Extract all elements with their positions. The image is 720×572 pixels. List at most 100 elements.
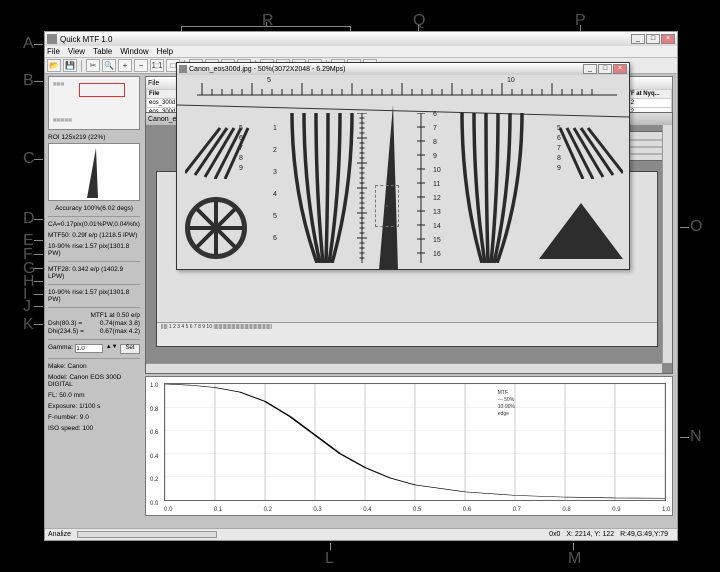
x-tick-label: 0.9 bbox=[612, 507, 620, 513]
roi-preview[interactable] bbox=[48, 143, 140, 201]
tick bbox=[266, 22, 267, 26]
num: 2 bbox=[273, 147, 277, 154]
fan-mid bbox=[287, 113, 357, 263]
graph-legend: MTF --- 50% 10-90% edge bbox=[498, 390, 515, 418]
gamma-stepper[interactable]: ▲▼ bbox=[106, 344, 118, 354]
overlay-body[interactable]: 5 10 5 6 7 8 9 1 2 3 4 5 6 bbox=[177, 75, 629, 269]
meta-fnumber: F-number: 9.0 bbox=[48, 414, 140, 421]
num: 13 bbox=[433, 209, 441, 216]
top-scale-5: 5 bbox=[267, 77, 271, 84]
x-tick-label: 0.1 bbox=[214, 507, 222, 513]
overlay-title-text: Canon_eos300d.jpg - 50%(3072X2048 - 6.29… bbox=[189, 66, 345, 73]
tick bbox=[680, 227, 689, 228]
doc-icon bbox=[179, 65, 187, 73]
separator bbox=[48, 216, 140, 217]
tick bbox=[680, 437, 689, 438]
num: 9 bbox=[239, 165, 243, 172]
num: 16 bbox=[433, 251, 441, 258]
meta-exposure: Exposure: 1/100 s bbox=[48, 403, 140, 410]
menu-file[interactable]: File bbox=[47, 47, 60, 56]
num: 9 bbox=[433, 153, 437, 160]
tool-cut[interactable]: ✂ bbox=[86, 59, 100, 72]
mtf-graph[interactable]: MTF --- 50% 10-90% edge bbox=[164, 383, 666, 501]
x-tick-label: 0.4 bbox=[363, 507, 371, 513]
accuracy-label: Accuracy 100%(6.02 degs) bbox=[48, 205, 140, 212]
app-title: Quick MTF 1.0 bbox=[60, 35, 112, 44]
tick bbox=[34, 268, 43, 269]
menu-table[interactable]: Table bbox=[93, 47, 112, 56]
meta-iso: ISO speed: 100 bbox=[48, 425, 140, 432]
num: 14 bbox=[433, 223, 441, 230]
mid-ruler bbox=[355, 113, 369, 263]
image-hscrollbar[interactable] bbox=[146, 363, 662, 373]
label-O: O bbox=[690, 218, 702, 236]
zoom-overlay-window: Canon_eos300d.jpg - 50%(3072X2048 - 6.29… bbox=[176, 62, 630, 270]
status-rgb: R:49,G:49,Y:79 bbox=[620, 531, 668, 538]
top-ruler bbox=[177, 77, 629, 99]
titlebar[interactable]: Quick MTF 1.0 _ □ × bbox=[45, 32, 677, 46]
y-tick-label: 0.4 bbox=[150, 454, 158, 460]
fan-left bbox=[185, 123, 255, 179]
image-vscrollbar[interactable] bbox=[662, 125, 672, 363]
tick bbox=[34, 281, 43, 282]
x-tick-label: 0.7 bbox=[513, 507, 521, 513]
num: 6 bbox=[433, 111, 437, 118]
tool-save[interactable]: 💾 bbox=[63, 59, 77, 72]
label-B: B bbox=[23, 72, 34, 90]
gamma-label: Gamma: bbox=[48, 344, 73, 354]
chart-footer: ||||| 1 2 3 4 5 6 7 8 9 10 |||||||||||||… bbox=[157, 322, 657, 346]
gamma-input[interactable] bbox=[75, 344, 103, 353]
tool-zoomin[interactable]: + bbox=[118, 59, 132, 72]
tick bbox=[34, 81, 43, 82]
overlay-max-button[interactable]: □ bbox=[598, 64, 612, 74]
num: 3 bbox=[273, 169, 277, 176]
close-button[interactable]: × bbox=[661, 34, 675, 44]
overlay-close-button[interactable]: × bbox=[613, 64, 627, 74]
minimize-button[interactable]: _ bbox=[631, 34, 645, 44]
top-scale-10: 10 bbox=[507, 77, 515, 84]
label-D: D bbox=[23, 210, 35, 228]
label-K: K bbox=[23, 316, 34, 334]
separator bbox=[48, 339, 140, 340]
tool-open[interactable]: 📂 bbox=[47, 59, 61, 72]
num: 5 bbox=[557, 125, 561, 132]
num: 7 bbox=[557, 145, 561, 152]
x-tick-label: 0.2 bbox=[264, 507, 272, 513]
pattern: ▦▦▦▦▦ bbox=[53, 117, 72, 122]
gamma-set-button[interactable]: Set bbox=[120, 344, 140, 354]
num: 4 bbox=[273, 191, 277, 198]
y-tick-label: 0.0 bbox=[150, 501, 158, 507]
mtf-curve bbox=[165, 384, 665, 500]
mtf28-label: MTF28: 0.342 e/p (1402.9 LPW) bbox=[48, 266, 140, 280]
y-tick-label: 0.6 bbox=[150, 430, 158, 436]
tool-zoom[interactable]: 🔍 bbox=[102, 59, 116, 72]
tool-1to1[interactable]: 1:1 bbox=[150, 59, 164, 72]
num: 5 bbox=[239, 125, 243, 132]
menu-help[interactable]: Help bbox=[157, 47, 173, 56]
status-analyze: Analize bbox=[48, 531, 71, 538]
tool-zoomout[interactable]: − bbox=[134, 59, 148, 72]
maximize-button[interactable]: □ bbox=[646, 34, 660, 44]
overlay-title[interactable]: Canon_eos300d.jpg - 50%(3072X2048 - 6.29… bbox=[177, 63, 629, 75]
gray-triangle bbox=[539, 203, 623, 259]
num: 6 bbox=[557, 135, 561, 142]
fan-mid-right bbox=[457, 113, 527, 263]
num: 6 bbox=[273, 235, 277, 242]
roi-indicator[interactable] bbox=[79, 83, 125, 97]
num: 7 bbox=[239, 145, 243, 152]
overlay-min-button[interactable]: _ bbox=[583, 64, 597, 74]
menubar: File View Table Window Help bbox=[45, 46, 677, 58]
label-Q: Q bbox=[413, 12, 425, 30]
menu-window[interactable]: Window bbox=[120, 47, 148, 56]
x-tick-label: 0.6 bbox=[463, 507, 471, 513]
tick bbox=[34, 324, 43, 325]
x-tick-label: 0.5 bbox=[413, 507, 421, 513]
num: 8 bbox=[433, 139, 437, 146]
roi-center-dot bbox=[386, 205, 388, 207]
rise2-label: 10-90% rise:1.57 pix(1301.8 PW) bbox=[48, 289, 140, 303]
edge-wedge bbox=[87, 148, 98, 198]
dhi-value: 0.67(max 4.2) bbox=[100, 328, 140, 335]
overview-thumbnail[interactable]: ▦▦▦ ▦▦▦▦▦ bbox=[48, 76, 140, 130]
label-C: C bbox=[23, 150, 35, 168]
menu-view[interactable]: View bbox=[68, 47, 85, 56]
